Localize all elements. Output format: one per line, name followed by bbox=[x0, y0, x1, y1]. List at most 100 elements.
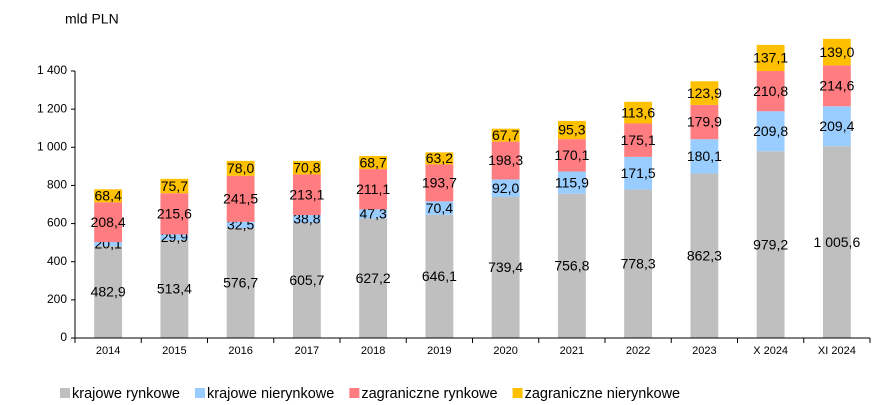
value-label: 179,9 bbox=[687, 114, 722, 130]
bar-segment bbox=[690, 81, 719, 105]
bar-segment bbox=[822, 65, 851, 107]
x-tick-label: 2018 bbox=[361, 345, 385, 357]
value-label: 778,3 bbox=[621, 255, 656, 271]
bar-segment bbox=[690, 173, 719, 338]
bar-segment bbox=[226, 175, 255, 222]
x-tick-label: 2019 bbox=[427, 345, 451, 357]
bar-segment bbox=[292, 174, 321, 216]
value-label: 92,0 bbox=[492, 180, 519, 196]
bar-segment bbox=[425, 201, 454, 215]
value-label: 139,0 bbox=[819, 44, 854, 60]
bar-segment bbox=[756, 151, 785, 338]
bar-segment bbox=[624, 123, 653, 157]
bar-segment bbox=[756, 71, 785, 112]
value-label: 208,4 bbox=[91, 214, 126, 230]
y-tick-label: 200 bbox=[47, 292, 67, 306]
y-tick-label: 1 000 bbox=[37, 139, 67, 153]
value-label: 68,4 bbox=[95, 188, 122, 204]
x-tick-label: XI 2024 bbox=[818, 345, 856, 357]
value-label: 68,7 bbox=[360, 154, 387, 170]
value-label: 513,4 bbox=[157, 281, 192, 297]
value-label: 170,1 bbox=[554, 147, 589, 163]
bar-segment bbox=[160, 178, 189, 194]
value-label: 576,7 bbox=[223, 275, 258, 291]
legend-swatch bbox=[349, 388, 360, 398]
bar-segment bbox=[292, 222, 321, 338]
x-tick-label: 2016 bbox=[228, 345, 252, 357]
y-tick-label: 800 bbox=[47, 178, 67, 192]
bar-segment bbox=[359, 156, 388, 170]
bar-segment bbox=[491, 179, 520, 197]
bar-segment bbox=[491, 196, 520, 338]
value-label: 646,1 bbox=[422, 268, 457, 284]
bar-segment bbox=[226, 221, 255, 229]
value-label: 115,9 bbox=[555, 174, 589, 190]
value-label: 756,8 bbox=[554, 258, 589, 274]
value-label: 739,4 bbox=[488, 259, 523, 275]
legend-label: krajowe nierynkowe bbox=[207, 386, 334, 402]
value-label: 193,7 bbox=[422, 175, 457, 191]
bar-segment bbox=[359, 209, 388, 219]
bar-segment bbox=[226, 228, 255, 338]
bar-segment bbox=[94, 242, 123, 246]
bar-segment bbox=[624, 189, 653, 338]
value-label: 171,5 bbox=[621, 165, 656, 181]
legend-swatch bbox=[512, 388, 523, 398]
bar-segment bbox=[557, 193, 586, 338]
value-label: 215,6 bbox=[157, 206, 192, 222]
bar-segment bbox=[425, 164, 454, 202]
y-tick-label: 400 bbox=[47, 254, 67, 268]
bar-segment bbox=[557, 120, 586, 140]
value-label: 482,9 bbox=[91, 284, 126, 300]
bar-segment bbox=[624, 156, 653, 190]
x-tick-label: 2022 bbox=[626, 345, 650, 357]
value-label: 75,7 bbox=[161, 178, 188, 194]
value-label: 211,1 bbox=[356, 181, 390, 197]
bar-segment bbox=[94, 202, 123, 243]
x-tick-label: X 2024 bbox=[753, 345, 788, 357]
bar-segment bbox=[425, 152, 454, 165]
y-tick-label: 1 400 bbox=[37, 63, 67, 77]
value-label: 627,2 bbox=[356, 270, 391, 286]
value-label: 47,3 bbox=[360, 206, 387, 222]
value-label: 113,6 bbox=[621, 104, 655, 120]
value-label: 979,2 bbox=[753, 236, 788, 252]
value-label: 95,3 bbox=[558, 122, 585, 138]
legend-label: zagraniczne nierynkowe bbox=[525, 386, 681, 402]
bar-segment bbox=[160, 193, 189, 235]
x-tick-label: 2020 bbox=[493, 345, 517, 357]
bar-segment bbox=[292, 160, 321, 175]
x-tick-label: 2014 bbox=[96, 345, 120, 357]
value-label: 180,1 bbox=[687, 148, 722, 164]
bar-segment bbox=[226, 160, 255, 176]
y-tick-label: 1 200 bbox=[37, 101, 67, 115]
value-label: 862,3 bbox=[687, 247, 722, 263]
value-label: 70,4 bbox=[426, 200, 453, 216]
value-label: 210,8 bbox=[753, 83, 788, 99]
legend-swatch bbox=[60, 388, 70, 398]
x-tick-label: 2023 bbox=[692, 345, 716, 357]
value-label: 175,1 bbox=[621, 132, 656, 148]
value-label: 70,8 bbox=[293, 159, 320, 175]
value-label: 198,3 bbox=[488, 152, 523, 168]
bar-segment bbox=[94, 189, 123, 203]
value-label: 137,1 bbox=[753, 50, 788, 66]
bar-segment bbox=[756, 111, 785, 152]
value-label: 1 005,6 bbox=[814, 234, 861, 250]
value-label: 209,8 bbox=[753, 123, 788, 139]
bar-segment bbox=[491, 141, 520, 180]
value-label: 213,1 bbox=[289, 186, 324, 202]
bar-segment bbox=[160, 234, 189, 241]
bar-segment bbox=[491, 128, 520, 142]
bar-segment bbox=[822, 106, 851, 147]
bar-segment bbox=[425, 214, 454, 338]
y-tick-label: 0 bbox=[60, 330, 67, 344]
bar-segment bbox=[822, 146, 851, 338]
value-label: 63,2 bbox=[426, 150, 453, 166]
legend-label: krajowe rynkowe bbox=[72, 386, 180, 402]
value-label: 209,4 bbox=[819, 118, 854, 134]
x-tick-label: 2021 bbox=[560, 345, 584, 357]
value-label: 123,9 bbox=[687, 85, 722, 101]
bar-segment bbox=[756, 44, 785, 72]
